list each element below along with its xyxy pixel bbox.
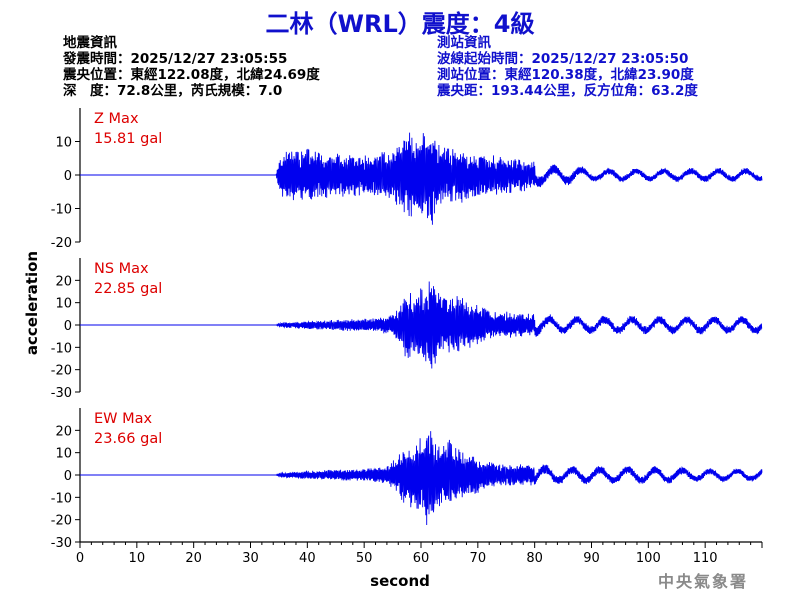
x-tick-label: 20 — [185, 551, 202, 566]
x-tick-label: 100 — [636, 551, 661, 566]
x-tick-label: 50 — [356, 551, 373, 566]
component-label: EW Max — [94, 411, 153, 427]
x-tick-label: 60 — [413, 551, 430, 566]
wave-start-time: 波線起始時間：2025/12/27 23:05:50 — [437, 51, 689, 67]
x-tick-label: 110 — [693, 551, 718, 566]
y-tick-label: 0 — [64, 469, 72, 484]
x-tick-label: 70 — [470, 551, 487, 566]
panel-ew: -30 -20 -10 0 10 20 EW Max 23.66 gal — [51, 408, 763, 551]
station-location: 測站位置：東經120.38度，北緯23.90度 — [437, 67, 694, 83]
waveform-trace — [80, 281, 763, 369]
y-tick-label: -10 — [51, 203, 72, 218]
quake-info-block: 地震資訊 發震時間：2025/12/27 23:05:55 震央位置：東經122… — [63, 35, 320, 99]
x-tick-label: 10 — [129, 551, 146, 566]
y-tick-label: -10 — [51, 341, 72, 356]
panel-z: -20 -10 0 10 Z Max 15.81 gal — [51, 108, 763, 251]
x-tick-label: 0 — [76, 551, 84, 566]
y-axis-label: acceleration — [23, 251, 41, 355]
y-tick-label: -10 — [51, 491, 72, 506]
x-tick-label: 30 — [242, 551, 259, 566]
y-tick-label: 20 — [55, 274, 72, 289]
agency-watermark: 中央氣象署 — [657, 572, 748, 591]
y-tick-label: -20 — [51, 236, 72, 251]
epicenter-location: 震央位置：東經122.08度，北緯24.69度 — [63, 67, 320, 83]
x-axis-label: second — [370, 572, 430, 590]
distance-azimuth: 震央距：193.44公里，反方位角：63.2度 — [437, 83, 698, 99]
y-tick-label: 20 — [55, 424, 72, 439]
chart-title: 二林（WRL）震度：4級 — [265, 10, 535, 38]
y-tick-label: 10 — [55, 447, 72, 462]
origin-time: 發震時間：2025/12/27 23:05:55 — [63, 51, 288, 67]
waveform-trace — [80, 431, 763, 526]
waveform-trace — [80, 132, 763, 225]
panels-layer: -20 -10 0 10 Z Max 15.81 gal -30 -20 -10 0 10 20 NS … — [51, 108, 763, 566]
max-value-label: 23.66 gal — [94, 431, 162, 447]
x-tick-label: 40 — [299, 551, 316, 566]
max-value-label: 15.81 gal — [94, 131, 162, 147]
x-tick-label: 90 — [583, 551, 600, 566]
station-info-block: 測站資訊 波線起始時間：2025/12/27 23:05:50 測站位置：東經1… — [437, 35, 698, 99]
panel-ns: -30 -20 -10 0 10 20 NS Max 22.85 gal — [51, 258, 763, 401]
y-tick-label: 0 — [64, 319, 72, 334]
station-info-heading: 測站資訊 — [437, 35, 491, 51]
y-tick-label: 0 — [64, 169, 72, 184]
y-tick-label: -20 — [51, 364, 72, 379]
quake-info-heading: 地震資訊 — [63, 35, 117, 51]
x-tick-label: 80 — [526, 551, 543, 566]
y-tick-label: -30 — [51, 536, 72, 551]
y-tick-label: -30 — [51, 386, 72, 401]
max-value-label: 22.85 gal — [94, 281, 162, 297]
component-label: NS Max — [94, 261, 149, 277]
x-axis: 0 10 20 30 40 50 60 70 80 90 100 110 — [76, 541, 763, 566]
y-tick-label: -20 — [51, 514, 72, 529]
y-tick-label: 10 — [55, 297, 72, 312]
depth-magnitude: 深 度：72.8公里，芮氏規模：7.0 — [63, 83, 283, 99]
y-tick-label: 10 — [55, 136, 72, 151]
component-label: Z Max — [94, 111, 139, 127]
